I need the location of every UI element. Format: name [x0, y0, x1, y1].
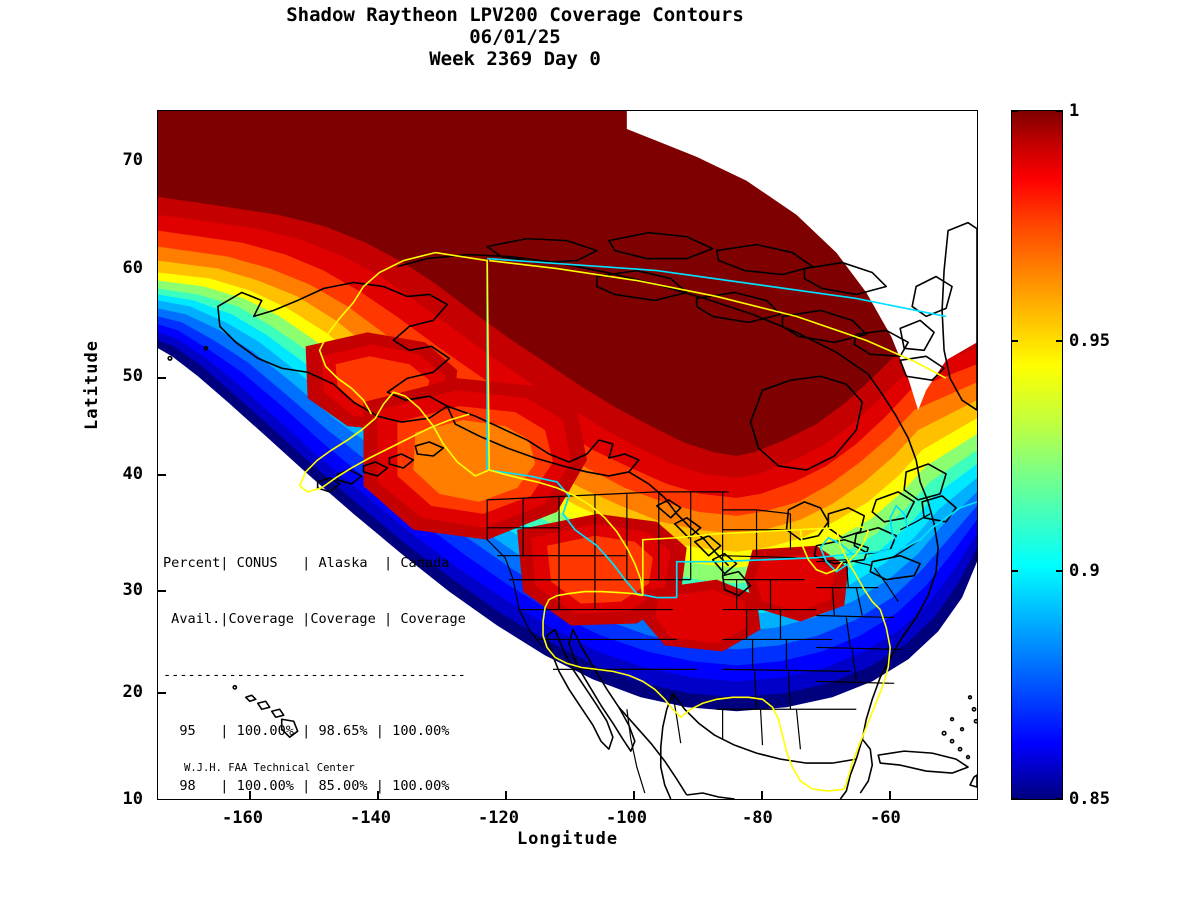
- y-axis-label: Latitude: [82, 340, 102, 430]
- stats-header-row-2: Avail.|Coverage |Coverage | Coverage: [163, 610, 466, 627]
- hawaii-islands: [232, 684, 299, 738]
- colorbar-tickmark-085: [1011, 798, 1018, 800]
- colorbar-label-1: 1: [1069, 101, 1080, 121]
- page-title: Shadow Raytheon LPV200 Coverage Contours…: [0, 4, 1030, 70]
- y-tick-label-40: 40: [122, 464, 143, 484]
- y-tick-label-20: 20: [122, 682, 143, 702]
- colorbar-tickmark-095-r: [1056, 340, 1063, 342]
- y-tickmark-40: [157, 474, 166, 476]
- x-tick-label-100: -100: [606, 808, 647, 828]
- coverage-map-plot[interactable]: Percent| CONUS | Alaska | Canada Avail.|…: [157, 110, 978, 800]
- colorbar[interactable]: [1011, 110, 1063, 800]
- colorbar-label-09: 0.9: [1069, 561, 1100, 581]
- stats-header-row-1: Percent| CONUS | Alaska | Canada: [163, 555, 450, 572]
- x-tick-label-60: -60: [870, 808, 901, 828]
- x-tick-label-120: -120: [478, 808, 519, 828]
- y-tick-label-30: 30: [122, 580, 143, 600]
- coverage-contour-canvas: [158, 111, 977, 799]
- colorbar-tickmark-1-r: [1056, 110, 1063, 112]
- credit-line-2: WAAS Test Team: [184, 800, 355, 801]
- x-tick-label-140: -140: [350, 808, 391, 828]
- x-axis-label: Longitude: [516, 829, 619, 849]
- x-tickmark-140: [377, 791, 379, 800]
- y-tick-label-10: 10: [122, 789, 143, 809]
- colorbar-label-085: 0.85: [1069, 789, 1110, 809]
- x-tickmark-80: [761, 791, 763, 800]
- stats-divider: -------------------------------------: [163, 666, 466, 683]
- title-line-3: Week 2369 Day 0: [429, 48, 601, 70]
- stats-row-98: 98 | 100.00% | 85.00% | 100.00%: [163, 778, 450, 795]
- colorbar-tickmark-1: [1011, 110, 1018, 112]
- colorbar-tickmark-09-r: [1056, 570, 1063, 572]
- y-tick-label-60: 60: [122, 258, 143, 278]
- fir-boundary-layer: [298, 251, 947, 792]
- y-tickmark-30: [157, 590, 166, 592]
- colorbar-tickmark-095: [1011, 340, 1018, 342]
- title-line-1: Shadow Raytheon LPV200 Coverage Contours: [286, 4, 744, 26]
- x-tickmark-120: [505, 791, 507, 800]
- stats-row-95: 95 | 100.00% | 98.65% | 100.00%: [163, 722, 450, 739]
- state-boundary-layer: [486, 491, 931, 750]
- contour-band-group: [158, 111, 977, 799]
- y-tick-label-50: 50: [122, 366, 143, 386]
- x-tickmark-160: [249, 791, 251, 800]
- no-coverage-region: [158, 356, 977, 799]
- credit-line-1: W.J.H. FAA Technical Center: [184, 762, 355, 774]
- colorbar-gradient: [1011, 110, 1063, 800]
- y-tick-label-70: 70: [122, 150, 143, 170]
- colorbar-label-095: 0.95: [1069, 331, 1110, 351]
- coverage-stats-table: Percent| CONUS | Alaska | Canada Avail.|…: [163, 517, 466, 799]
- title-line-2: 06/01/25: [469, 26, 561, 48]
- polar-no-coverage-region: [626, 111, 977, 411]
- coastline-layer: [167, 221, 977, 799]
- y-tickmark-20: [157, 692, 166, 694]
- colorbar-tickmark-085-r: [1056, 798, 1063, 800]
- credit-block: W.J.H. FAA Technical Center WAAS Test Te…: [184, 737, 355, 801]
- x-tick-label-80: -80: [742, 808, 773, 828]
- x-tickmark-60: [889, 791, 891, 800]
- x-tickmark-100: [633, 791, 635, 800]
- x-tick-label-160: -160: [222, 808, 263, 828]
- colorbar-tickmark-09: [1011, 570, 1018, 572]
- mexico-internal-boundary-layer: [626, 693, 682, 794]
- y-tickmark-50: [157, 377, 166, 379]
